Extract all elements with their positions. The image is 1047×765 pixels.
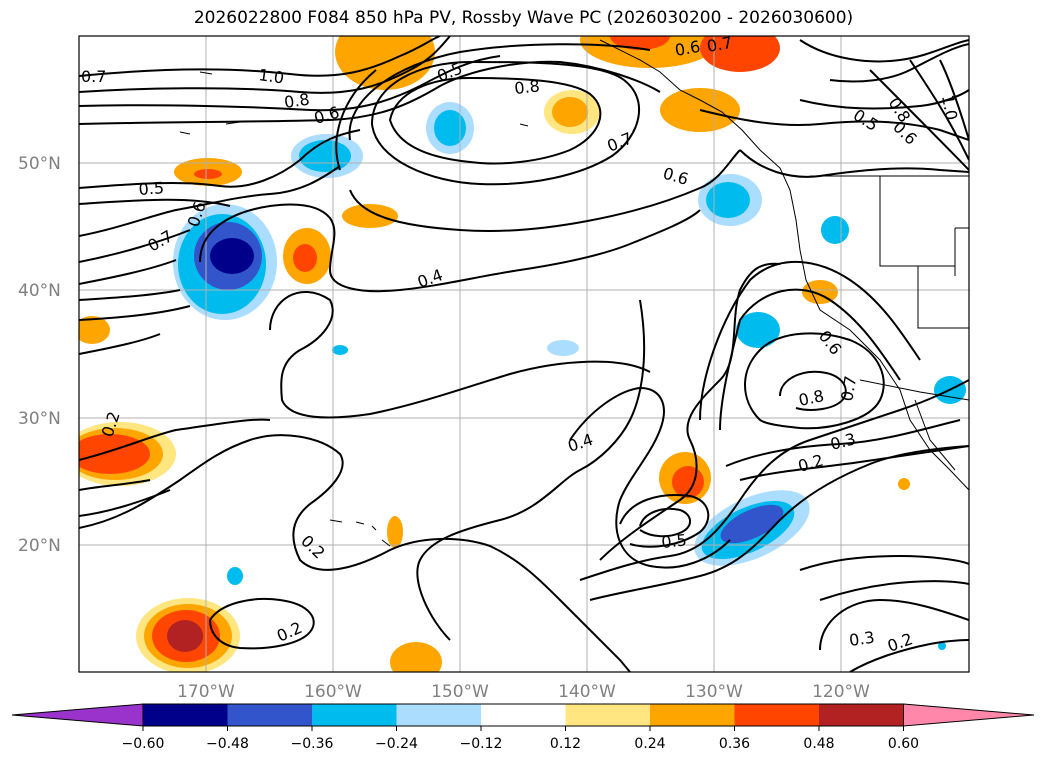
contour-label: 1.0 (257, 65, 285, 87)
coastlines (179, 39, 969, 547)
lon-label: 170°W (177, 682, 235, 702)
lat-label: 30°N (18, 409, 61, 429)
contour-label: 0.8 (797, 386, 826, 410)
colorbar-segment (396, 704, 481, 726)
colorbar-segment (819, 704, 904, 726)
lon-label: 160°W (304, 682, 362, 702)
colorbar-segment (143, 704, 228, 726)
lon-label: 150°W (431, 682, 489, 702)
colorbar-segment (227, 704, 312, 726)
colorbar-frame (142, 703, 904, 727)
lat-label: 50°N (18, 154, 61, 174)
colorbar: −0.60 −0.48 −0.36 −0.24 −0.12 0.12 0.24 0.36 0.4… (11, 703, 1035, 752)
contour-label: 0.7 (837, 374, 860, 402)
colorbar-tick-label: −0.24 (375, 736, 418, 752)
colorbar-tick-label: 0.60 (888, 736, 919, 752)
lat-label: 20°N (18, 536, 61, 556)
map-frame (78, 35, 970, 673)
contour-label: 0.6 (673, 37, 701, 60)
contour-label: 0.8 (283, 90, 311, 112)
colorbar-segment (734, 704, 819, 726)
colorbar-tick-label: 0.24 (634, 736, 665, 752)
lat-label: 40°N (18, 281, 61, 301)
colorbar-segment (481, 704, 566, 726)
colorbar-tick-label: −0.60 (122, 736, 165, 752)
contour-label: 0.8 (513, 76, 540, 98)
lon-label: 140°W (558, 682, 616, 702)
colorbar-tick-label: −0.48 (206, 736, 249, 752)
map-title: 2026022800 F084 850 hPa PV, Rossby Wave … (193, 8, 854, 28)
colorbar-extension-low (11, 703, 144, 727)
contour-label: 0.7 (81, 67, 106, 86)
colorbar-tick-label: −0.36 (291, 736, 334, 752)
colorbar-tick-label: 0.48 (803, 736, 834, 752)
colorbar-tick-label: 0.12 (550, 736, 581, 752)
colorbar-segment (565, 704, 650, 726)
contour-label: 0.3 (848, 628, 876, 650)
latitude-labels: 20°N 30°N 40°N 50°N (18, 154, 61, 556)
lon-label: 120°W (812, 682, 870, 702)
lon-label: 130°W (685, 682, 743, 702)
pv-contours (79, 36, 969, 672)
contour-label: 0.7 (705, 33, 733, 56)
contour-label: 0.5 (660, 530, 687, 552)
colorbar-tick-label: −0.12 (460, 736, 503, 752)
colorbar-segment (312, 704, 397, 726)
colorbar-segment (650, 704, 735, 726)
contour-label: 0.5 (138, 178, 165, 199)
map-gridlines (79, 36, 969, 672)
colorbar-extension-high (903, 703, 1035, 727)
contour-label: 1.0 (938, 93, 961, 121)
colorbar-tick-label: 0.36 (719, 736, 750, 752)
longitude-labels: 170°W 160°W 150°W 140°W 130°W 120°W (177, 682, 870, 702)
